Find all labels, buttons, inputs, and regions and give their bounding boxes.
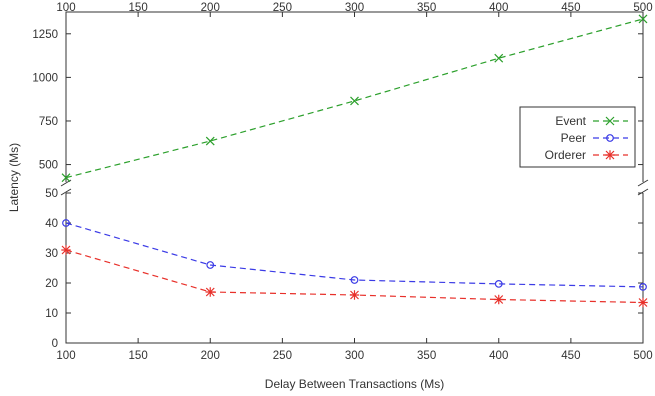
axis-ticks: 1001001501502002002502503003003503504004… bbox=[32, 2, 652, 362]
data-point-orderer bbox=[638, 297, 648, 308]
y-tick-label-lower: 30 bbox=[45, 248, 58, 260]
series-line-peer bbox=[65, 222, 644, 288]
legend: Event Peer Orderer bbox=[519, 106, 636, 168]
data-point-orderer bbox=[494, 294, 504, 305]
x-tick-label-bottom: 150 bbox=[129, 350, 148, 362]
x-tick-label-top: 350 bbox=[417, 2, 436, 14]
legend-label-event: Event bbox=[555, 114, 586, 128]
x-tick-label-bottom: 250 bbox=[273, 350, 292, 362]
axis-break-mark-right-upper bbox=[637, 179, 649, 187]
y-tick-label-lower: 50 bbox=[45, 188, 58, 200]
y-axis-title: Latency (Ms) bbox=[7, 143, 21, 212]
data-point-orderer bbox=[205, 287, 215, 297]
legend-marker-event bbox=[605, 116, 615, 126]
x-tick-label-top: 400 bbox=[489, 2, 508, 14]
lower-panel-frame bbox=[65, 193, 644, 344]
legend-marker-orderer bbox=[605, 150, 615, 160]
y-tick-label-lower: 20 bbox=[45, 278, 58, 290]
data-point-orderer bbox=[349, 290, 360, 300]
data-point-peer bbox=[639, 283, 647, 291]
data-point-peer bbox=[206, 261, 215, 269]
data-point-peer bbox=[62, 219, 70, 227]
data-point-event bbox=[205, 136, 215, 146]
legend-label-orderer: Orderer bbox=[545, 148, 586, 162]
x-tick-label-bottom: 100 bbox=[56, 350, 75, 362]
x-tick-label-top: 500 bbox=[633, 2, 652, 14]
axis-break-mark-left-lower bbox=[60, 188, 72, 196]
data-point-peer bbox=[350, 276, 359, 284]
data-series bbox=[61, 14, 648, 308]
data-point-event bbox=[638, 14, 648, 24]
axis-break-mark-right-lower bbox=[637, 188, 649, 196]
legend-marker-peer bbox=[606, 134, 614, 142]
x-tick-label-bottom: 200 bbox=[201, 350, 220, 362]
y-tick-label-upper: 1000 bbox=[32, 72, 58, 84]
x-tick-label-top: 300 bbox=[345, 2, 364, 14]
data-point-orderer bbox=[61, 245, 71, 255]
y-tick-label-lower: 10 bbox=[45, 308, 58, 320]
y-tick-label-upper: 500 bbox=[39, 160, 58, 172]
legend-label-peer: Peer bbox=[561, 131, 586, 145]
data-point-event bbox=[350, 96, 359, 106]
y-tick-label-upper: 1250 bbox=[32, 29, 58, 41]
y-tick-label-lower: 0 bbox=[52, 338, 58, 350]
x-axis-title: Delay Between Transactions (Ms) bbox=[265, 377, 444, 391]
x-tick-label-top: 150 bbox=[129, 2, 148, 14]
y-tick-label-lower: 40 bbox=[45, 218, 58, 230]
data-point-peer bbox=[494, 280, 503, 288]
x-tick-label-bottom: 350 bbox=[417, 350, 436, 362]
x-tick-label-bottom: 500 bbox=[633, 350, 652, 362]
x-tick-label-bottom: 300 bbox=[345, 350, 364, 362]
legend-box bbox=[519, 106, 636, 168]
x-tick-label-top: 200 bbox=[201, 2, 220, 14]
x-tick-label-top: 450 bbox=[561, 2, 580, 14]
data-point-event bbox=[61, 173, 71, 183]
x-tick-label-top: 250 bbox=[273, 2, 292, 14]
data-point-event bbox=[494, 53, 504, 63]
y-tick-label-upper: 750 bbox=[39, 116, 58, 128]
x-tick-label-top: 100 bbox=[56, 2, 75, 14]
x-tick-label-bottom: 400 bbox=[489, 350, 508, 362]
x-tick-label-bottom: 450 bbox=[561, 350, 580, 362]
